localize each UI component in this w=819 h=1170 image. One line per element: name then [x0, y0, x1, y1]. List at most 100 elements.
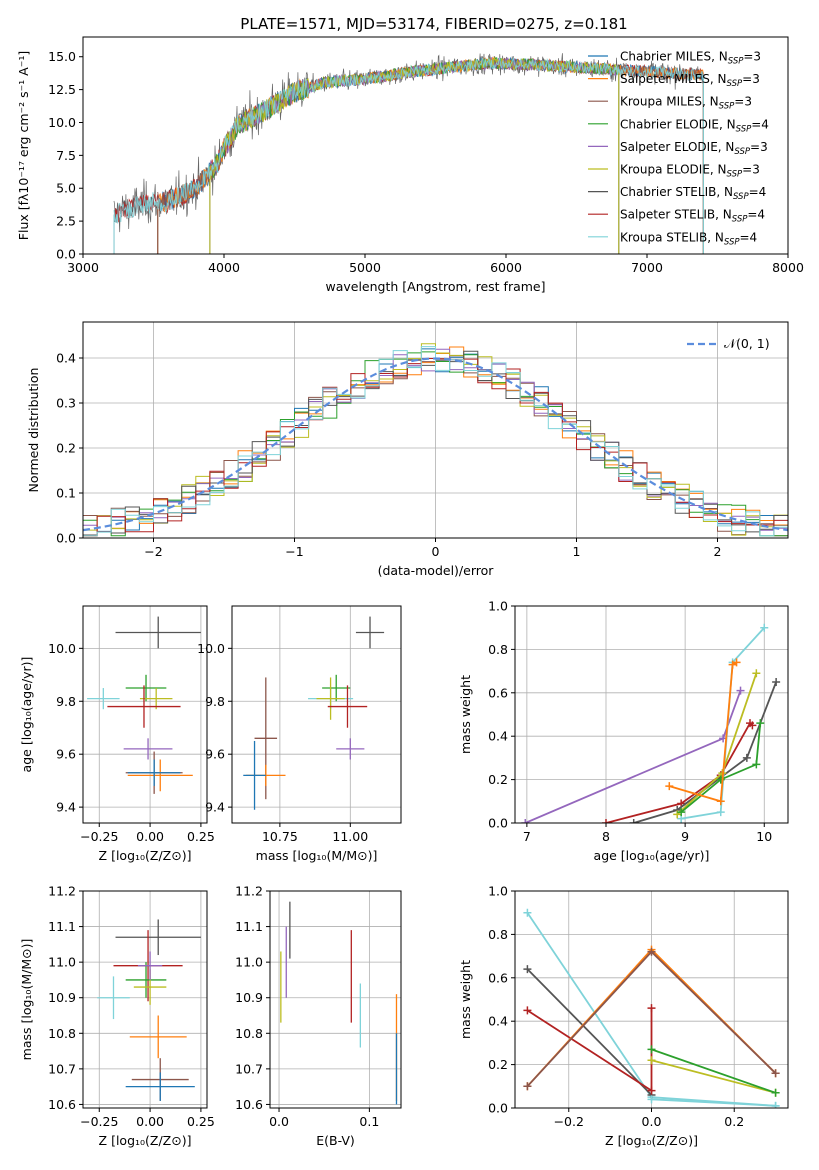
- axes-frame: [82, 605, 208, 824]
- x-tick-label: 8000: [772, 260, 804, 275]
- legend-label: Kroupa STELIB, NSSP=4: [620, 230, 757, 247]
- y-axis-label: mass weight: [458, 675, 473, 754]
- x-tick-label: 10: [756, 829, 772, 844]
- point-marker: [523, 965, 532, 974]
- series-line: [651, 1098, 776, 1107]
- point-marker: [748, 721, 757, 730]
- point-marker: [772, 677, 781, 686]
- y-tick-label: 10.0: [48, 641, 76, 656]
- x-tick-label: 0: [432, 544, 440, 559]
- y-tick-label: 0.2: [56, 441, 76, 456]
- y-tick-label: 11.1: [48, 919, 76, 934]
- residuals-panel: 𝒩(0, 1) −2 −1 0 1 2 0.0 0.1 0.2 0.3 0.4 (data-model…: [26, 321, 789, 578]
- y-tick-label: 1.0: [488, 599, 508, 614]
- x-tick-label: 7000: [631, 260, 663, 275]
- y-tick-label: 10.0: [197, 641, 225, 656]
- figure-title: PLATE=1571, MJD=53174, FIBERID=0275, z=0…: [240, 15, 627, 33]
- legend-label: 𝒩(0, 1): [724, 336, 770, 351]
- x-tick-label: 8: [602, 829, 610, 844]
- point-marker: [677, 808, 686, 817]
- age-vs-mass-panel: 10.75 11.00 9.4 9.6 9.8 10.0 mass [log₁₀(M/M⊙)…: [197, 605, 402, 863]
- x-tick-label: 0.00: [136, 1114, 164, 1129]
- plot-area: [113, 53, 704, 254]
- point-marker: [647, 1004, 656, 1013]
- y-tick-label: 0.4: [56, 351, 76, 366]
- legend-label: Salpeter ELODIE, NSSP=3: [620, 140, 768, 157]
- point-marker: [771, 1088, 780, 1097]
- mass-vs-ebv-panel: 0.0 0.1 10.6 10.7 10.8 10.9 11.0 11.1 11.2 E(B-V): [235, 884, 402, 1148]
- x-tick-label: 1: [573, 544, 581, 559]
- series-line: [633, 681, 777, 823]
- y-axis-label: mass weight: [458, 960, 473, 1039]
- y-tick-label: 10.8: [235, 1026, 263, 1041]
- plot-area: [243, 616, 385, 810]
- y-tick-label: 0.4: [488, 1014, 508, 1029]
- x-axis-label: Z [log₁₀(Z/Z⊙)]: [99, 1133, 192, 1148]
- legend-label: Chabrier ELODIE, NSSP=4: [620, 117, 769, 134]
- y-tick-label: 9.4: [205, 800, 225, 815]
- plot-area: [280, 901, 398, 1105]
- series-line: [669, 661, 738, 803]
- point-marker: [647, 1095, 656, 1104]
- y-tick-label: 0.8: [488, 927, 508, 942]
- legend-label: Salpeter STELIB, NSSP=4: [620, 208, 765, 225]
- axes-frame: [514, 605, 789, 824]
- spectrum-model-line: [209, 57, 619, 180]
- y-tick-label: 9.8: [205, 694, 225, 709]
- y-tick-label: 9.6: [205, 747, 225, 762]
- y-tick-label: 0.2: [488, 772, 508, 787]
- y-tick-label: 0.0: [56, 531, 76, 546]
- y-tick-label: 11.2: [48, 884, 76, 899]
- y-tick-label: 5.0: [56, 181, 76, 196]
- point-marker: [752, 760, 761, 769]
- x-tick-label: 9: [681, 829, 689, 844]
- y-tick-label: 10.6: [48, 1097, 76, 1112]
- y-axis-label: Flux [fλ10⁻¹⁷ erg cm⁻² s⁻¹ A⁻¹]: [16, 51, 31, 240]
- series-line: [524, 690, 742, 823]
- series-line: [651, 1059, 776, 1094]
- y-tick-label: 11.1: [235, 919, 263, 934]
- y-axis-label: Normed distribution: [26, 368, 41, 493]
- x-axis-label: Z [log₁₀(Z/Z⊙)]: [605, 1133, 698, 1148]
- point-marker: [771, 1069, 780, 1078]
- spectrum-model-line: [113, 56, 704, 224]
- y-tick-label: 0.0: [488, 1101, 508, 1116]
- x-tick-label: 2: [714, 544, 722, 559]
- point-marker: [647, 947, 656, 956]
- spectrum-panel: Chabrier MILES, NSSP=3 Salpeter MILES, NS…: [16, 36, 804, 294]
- x-tick-label: 0.0: [642, 1114, 662, 1129]
- point-marker: [752, 669, 761, 678]
- x-axis-label: (data-model)/error: [378, 563, 495, 578]
- x-tick-label: −1: [285, 544, 303, 559]
- legend-label: Kroupa ELODIE, NSSP=3: [620, 163, 760, 180]
- legend-label: Chabrier STELIB, NSSP=4: [620, 185, 766, 202]
- y-tick-label: 10.9: [235, 990, 263, 1005]
- point-marker: [647, 1056, 656, 1065]
- y-tick-label: 15.0: [48, 49, 76, 64]
- y-tick-label: 0.8: [488, 642, 508, 657]
- x-axis-label: mass [log₁₀(M/M⊙)]: [256, 848, 378, 863]
- point-marker: [523, 908, 532, 917]
- spectrum-model-line: [113, 56, 704, 223]
- y-tick-label: 10.6: [235, 1097, 263, 1112]
- x-axis-label: E(B-V): [316, 1133, 355, 1148]
- spectrum-model-line: [113, 57, 704, 222]
- point-marker: [523, 1006, 532, 1015]
- y-tick-label: 0.6: [488, 970, 508, 985]
- y-tick-label: 0.3: [56, 396, 76, 411]
- y-tick-label: 10.9: [48, 990, 76, 1005]
- y-tick-label: 10.7: [235, 1061, 263, 1076]
- y-axis-label: mass [log₁₀(M/M⊙)]: [19, 939, 34, 1061]
- x-tick-label: 3000: [67, 260, 99, 275]
- y-axis-label: age [log₁₀(age/yr)]: [19, 657, 34, 773]
- y-tick-label: 0.0: [488, 816, 508, 831]
- spectrum-data-line: [113, 53, 704, 233]
- series-line: [526, 968, 653, 1096]
- plot-area: [97, 919, 201, 1101]
- plot-area: [83, 343, 788, 537]
- series-line: [651, 1048, 776, 1094]
- point-marker: [742, 753, 751, 762]
- x-tick-label: −0.2: [554, 1114, 584, 1129]
- plot-area: [523, 908, 780, 1108]
